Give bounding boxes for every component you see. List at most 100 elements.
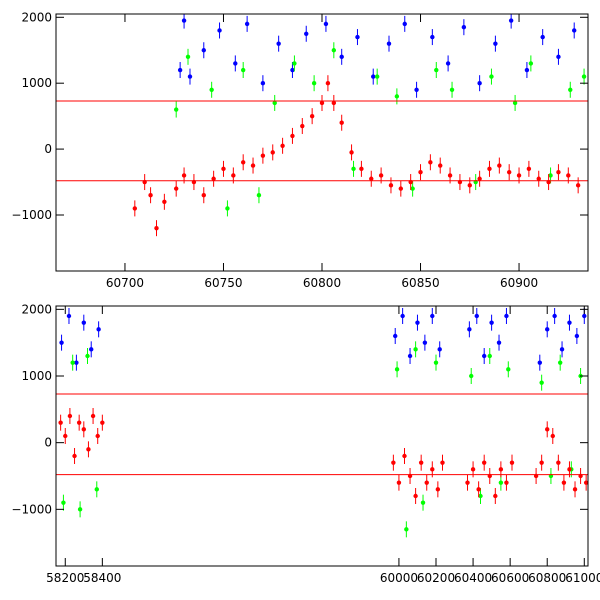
data-point (467, 327, 472, 332)
x-tick-label: 60750 (204, 276, 242, 290)
data-point (435, 487, 441, 492)
data-point (67, 413, 73, 419)
data-point (437, 347, 442, 352)
data-point (323, 21, 329, 27)
data-point (438, 163, 443, 168)
series-1 (173, 42, 587, 217)
data-point (420, 500, 426, 505)
data-point (378, 173, 384, 178)
data-point (582, 313, 587, 319)
data-point (418, 169, 423, 175)
data-point (504, 313, 509, 319)
data-point (240, 160, 246, 165)
data-point (497, 163, 502, 168)
data-point (369, 176, 374, 181)
data-point (583, 480, 588, 485)
data-point (402, 453, 407, 459)
data-point (339, 54, 344, 60)
data-point (162, 199, 167, 205)
axes-frame (55, 305, 589, 567)
y-tick-label: −1000 (11, 208, 52, 222)
data-point (493, 41, 498, 46)
data-point (290, 133, 295, 139)
data-point (424, 480, 429, 485)
data-point (413, 493, 418, 499)
data-point (260, 80, 266, 86)
data-point (548, 173, 553, 178)
data-point (331, 100, 337, 106)
data-point (280, 143, 285, 148)
data-point (508, 18, 514, 23)
series-1 (61, 341, 583, 538)
data-point (540, 34, 545, 40)
series-0 (177, 14, 577, 98)
data-point (398, 186, 404, 191)
data-point (512, 100, 518, 106)
data-point (325, 80, 331, 86)
data-point (407, 353, 413, 359)
data-point (575, 183, 581, 188)
data-point (567, 467, 572, 472)
x-tick-label: 60850 (401, 276, 439, 290)
data-point (61, 500, 66, 505)
y-tick-label: 0 (44, 436, 52, 450)
data-point (545, 327, 550, 332)
y-tick-label: 2000 (21, 302, 52, 316)
data-point (410, 186, 415, 191)
data-point (386, 41, 392, 46)
data-point (100, 420, 105, 425)
data-point (211, 176, 216, 181)
data-point (393, 333, 398, 339)
data-point (478, 493, 483, 499)
x-tick-label: 58400 (83, 571, 121, 585)
x-tick-label: 60400 (454, 571, 492, 585)
x-tick-label: 60200 (417, 571, 455, 585)
data-point (244, 21, 250, 27)
data-point (433, 360, 439, 365)
y-tick-label: −1000 (11, 502, 52, 516)
data-point (94, 487, 99, 492)
data-point (559, 347, 565, 352)
data-point (276, 41, 281, 46)
data-point (270, 150, 275, 155)
data-point (415, 320, 420, 325)
data-point (351, 166, 356, 172)
data-point (572, 487, 578, 492)
data-point (489, 74, 494, 79)
data-point (566, 173, 571, 178)
data-point (504, 480, 509, 485)
y-tick-label: 1000 (21, 369, 52, 383)
data-point (487, 166, 492, 172)
data-point (96, 327, 101, 332)
data-point (374, 74, 380, 79)
x-tick-label: 60900 (500, 276, 538, 290)
data-point (272, 100, 277, 106)
series-2 (132, 75, 581, 237)
data-point (181, 18, 187, 23)
data-point (309, 113, 315, 119)
data-point (545, 427, 550, 432)
data-point (76, 420, 82, 425)
data-point (516, 173, 522, 178)
data-point (550, 433, 555, 439)
data-point (173, 107, 179, 112)
data-point (476, 487, 481, 492)
plot-area (58, 308, 588, 538)
axes-frame (55, 13, 589, 272)
data-point (70, 360, 75, 365)
data-point (95, 433, 100, 439)
data-point (556, 169, 561, 175)
data-point (209, 87, 214, 92)
data-point (319, 100, 325, 106)
data-point (217, 28, 222, 33)
data-point (231, 173, 236, 178)
data-point (474, 313, 479, 319)
data-point (148, 193, 153, 198)
data-point (72, 453, 77, 459)
data-point (568, 87, 573, 92)
data-point (449, 87, 455, 92)
data-point (85, 353, 90, 359)
data-point (240, 67, 246, 73)
data-point (290, 67, 295, 73)
